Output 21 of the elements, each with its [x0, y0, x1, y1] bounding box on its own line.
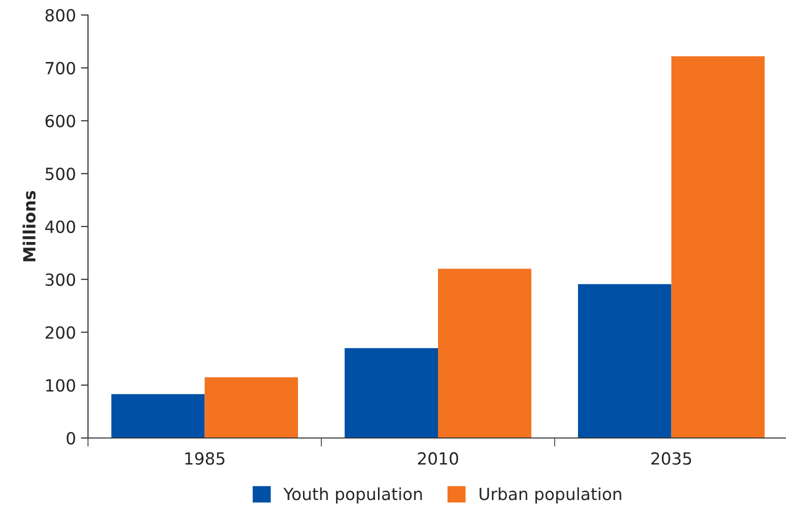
bar: [671, 56, 765, 438]
legend-label: Youth population: [283, 487, 422, 504]
bar: [204, 377, 298, 438]
x-tick-label: 1985: [185, 452, 224, 465]
y-tick-label: 300: [46, 273, 76, 286]
y-tick-label: 700: [46, 62, 76, 74]
y-axis-title: Millions: [22, 190, 36, 262]
y-tick-label: 200: [46, 326, 76, 339]
bar: [438, 268, 532, 438]
y-tick-label: 600: [46, 114, 76, 128]
x-tick-label: 2010: [418, 452, 458, 465]
y-tick-label: 800: [46, 8, 76, 22]
y-tick-label: 0: [66, 432, 76, 445]
bar: [344, 348, 438, 438]
y-tick-label: 100: [46, 379, 76, 392]
legend-label: Urban population: [480, 487, 622, 504]
x-tick-label: 2035: [651, 452, 692, 465]
bar: [578, 284, 672, 438]
y-tick-label: 500: [46, 168, 76, 180]
bar: [111, 394, 205, 438]
y-tick-label: 400: [45, 220, 76, 234]
